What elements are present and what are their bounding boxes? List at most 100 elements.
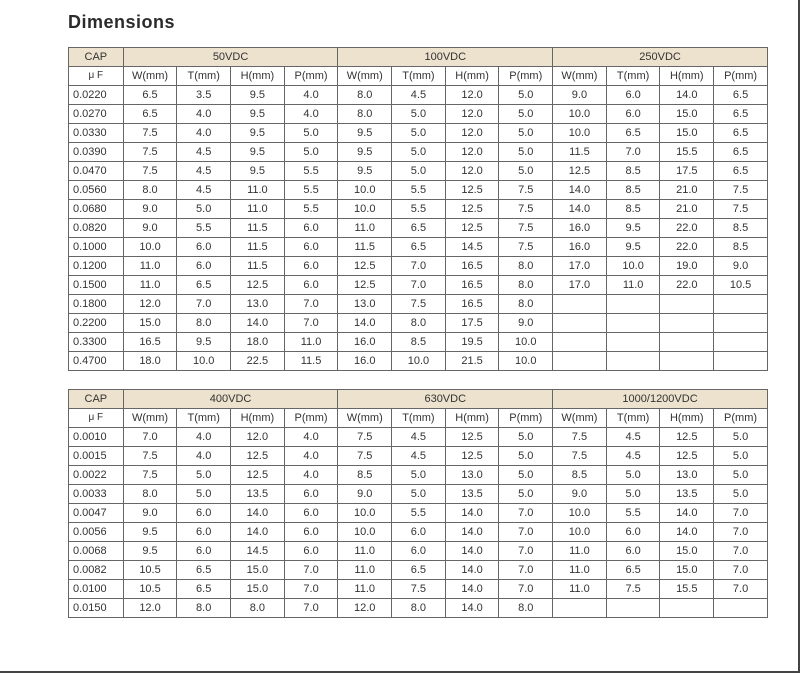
value-cell: 7.5 [123, 447, 177, 466]
value-cell: 8.5 [606, 200, 660, 219]
table-row: 0.00689.56.014.56.011.06.014.07.011.06.0… [69, 542, 768, 561]
value-cell: 11.0 [231, 181, 285, 200]
value-cell: 5.0 [177, 485, 231, 504]
table-row: 0.00479.06.014.06.010.05.514.07.010.05.5… [69, 504, 768, 523]
value-cell: 7.5 [499, 181, 553, 200]
value-cell: 5.5 [284, 181, 338, 200]
value-cell: 7.5 [499, 219, 553, 238]
value-cell: 15.0 [660, 105, 714, 124]
value-cell: 14.5 [445, 238, 499, 257]
uf-header: μ F [69, 67, 124, 86]
value-cell: 6.0 [606, 523, 660, 542]
value-cell: 9.5 [606, 219, 660, 238]
value-cell: 3.5 [177, 86, 231, 105]
value-cell: 11.0 [553, 542, 607, 561]
group-header: 630VDC [338, 390, 553, 409]
value-cell: 6.0 [606, 86, 660, 105]
value-cell: 16.5 [445, 257, 499, 276]
value-cell: 13.5 [445, 485, 499, 504]
value-cell: 4.0 [177, 105, 231, 124]
cap-cell: 0.0470 [69, 162, 124, 181]
value-cell: 8.0 [177, 314, 231, 333]
value-cell: 11.0 [338, 542, 392, 561]
value-cell [606, 314, 660, 333]
value-cell [660, 333, 714, 352]
value-cell: 4.5 [392, 447, 446, 466]
subcol: H(mm) [445, 67, 499, 86]
value-cell: 16.0 [338, 352, 392, 371]
value-cell: 11.0 [231, 200, 285, 219]
value-cell: 5.0 [392, 105, 446, 124]
value-cell: 5.0 [392, 124, 446, 143]
value-cell: 16.5 [445, 276, 499, 295]
value-cell: 12.5 [445, 200, 499, 219]
value-cell: 14.0 [553, 181, 607, 200]
table-row: 0.03307.54.09.55.09.55.012.05.010.06.515… [69, 124, 768, 143]
table-row: 0.00227.55.012.54.08.55.013.05.08.55.013… [69, 466, 768, 485]
value-cell: 8.0 [231, 599, 285, 618]
value-cell: 6.0 [606, 105, 660, 124]
value-cell: 19.5 [445, 333, 499, 352]
value-cell: 22.0 [660, 276, 714, 295]
value-cell: 15.5 [660, 580, 714, 599]
value-cell: 8.0 [123, 485, 177, 504]
value-cell: 10.0 [338, 200, 392, 219]
value-cell: 14.0 [553, 200, 607, 219]
value-cell: 14.0 [660, 523, 714, 542]
value-cell: 10.5 [123, 580, 177, 599]
value-cell: 7.5 [714, 181, 768, 200]
value-cell: 12.5 [338, 276, 392, 295]
table-head: CAP 400VDC 630VDC 1000/1200VDC μ F W(mm)… [69, 390, 768, 428]
value-cell: 5.0 [606, 466, 660, 485]
value-cell: 5.0 [714, 466, 768, 485]
value-cell: 4.5 [177, 143, 231, 162]
subcol-header-row: μ F W(mm) T(mm) H(mm) P(mm) W(mm) T(mm) … [69, 409, 768, 428]
table-row: 0.015012.08.08.07.012.08.014.08.0 [69, 599, 768, 618]
value-cell: 6.5 [392, 561, 446, 580]
value-cell: 8.0 [123, 181, 177, 200]
value-cell: 9.0 [338, 485, 392, 504]
uf-header: μ F [69, 409, 124, 428]
value-cell: 9.5 [177, 333, 231, 352]
page-title: Dimensions [68, 12, 768, 33]
value-cell: 6.0 [177, 504, 231, 523]
value-cell: 6.5 [123, 86, 177, 105]
value-cell: 7.5 [338, 428, 392, 447]
value-cell: 5.0 [392, 162, 446, 181]
value-cell: 9.5 [123, 523, 177, 542]
value-cell: 5.0 [499, 162, 553, 181]
value-cell: 4.0 [284, 105, 338, 124]
cap-cell: 0.0010 [69, 428, 124, 447]
cap-cell: 0.0150 [69, 599, 124, 618]
value-cell: 9.5 [231, 86, 285, 105]
value-cell: 9.0 [123, 219, 177, 238]
value-cell: 7.0 [499, 561, 553, 580]
subcol: T(mm) [177, 409, 231, 428]
value-cell: 5.5 [284, 200, 338, 219]
value-cell: 7.5 [714, 200, 768, 219]
value-cell: 10.0 [338, 181, 392, 200]
value-cell: 12.5 [445, 447, 499, 466]
cap-header: CAP [69, 390, 124, 409]
value-cell: 6.0 [177, 523, 231, 542]
value-cell: 14.0 [660, 504, 714, 523]
table-spacer [68, 371, 768, 389]
value-cell: 6.0 [392, 542, 446, 561]
value-cell: 6.0 [284, 276, 338, 295]
value-cell: 7.5 [606, 580, 660, 599]
value-cell [660, 599, 714, 618]
value-cell: 6.5 [606, 124, 660, 143]
value-cell: 16.0 [553, 219, 607, 238]
table-row: 0.470018.010.022.511.516.010.021.510.0 [69, 352, 768, 371]
value-cell: 5.0 [392, 485, 446, 504]
value-cell: 4.5 [177, 162, 231, 181]
value-cell: 10.0 [177, 352, 231, 371]
value-cell: 6.5 [177, 580, 231, 599]
subcol: T(mm) [392, 67, 446, 86]
value-cell: 6.0 [606, 542, 660, 561]
value-cell: 5.0 [499, 143, 553, 162]
table-row: 0.00569.56.014.06.010.06.014.07.010.06.0… [69, 523, 768, 542]
value-cell: 7.0 [392, 257, 446, 276]
value-cell: 6.5 [606, 561, 660, 580]
value-cell: 8.0 [499, 276, 553, 295]
